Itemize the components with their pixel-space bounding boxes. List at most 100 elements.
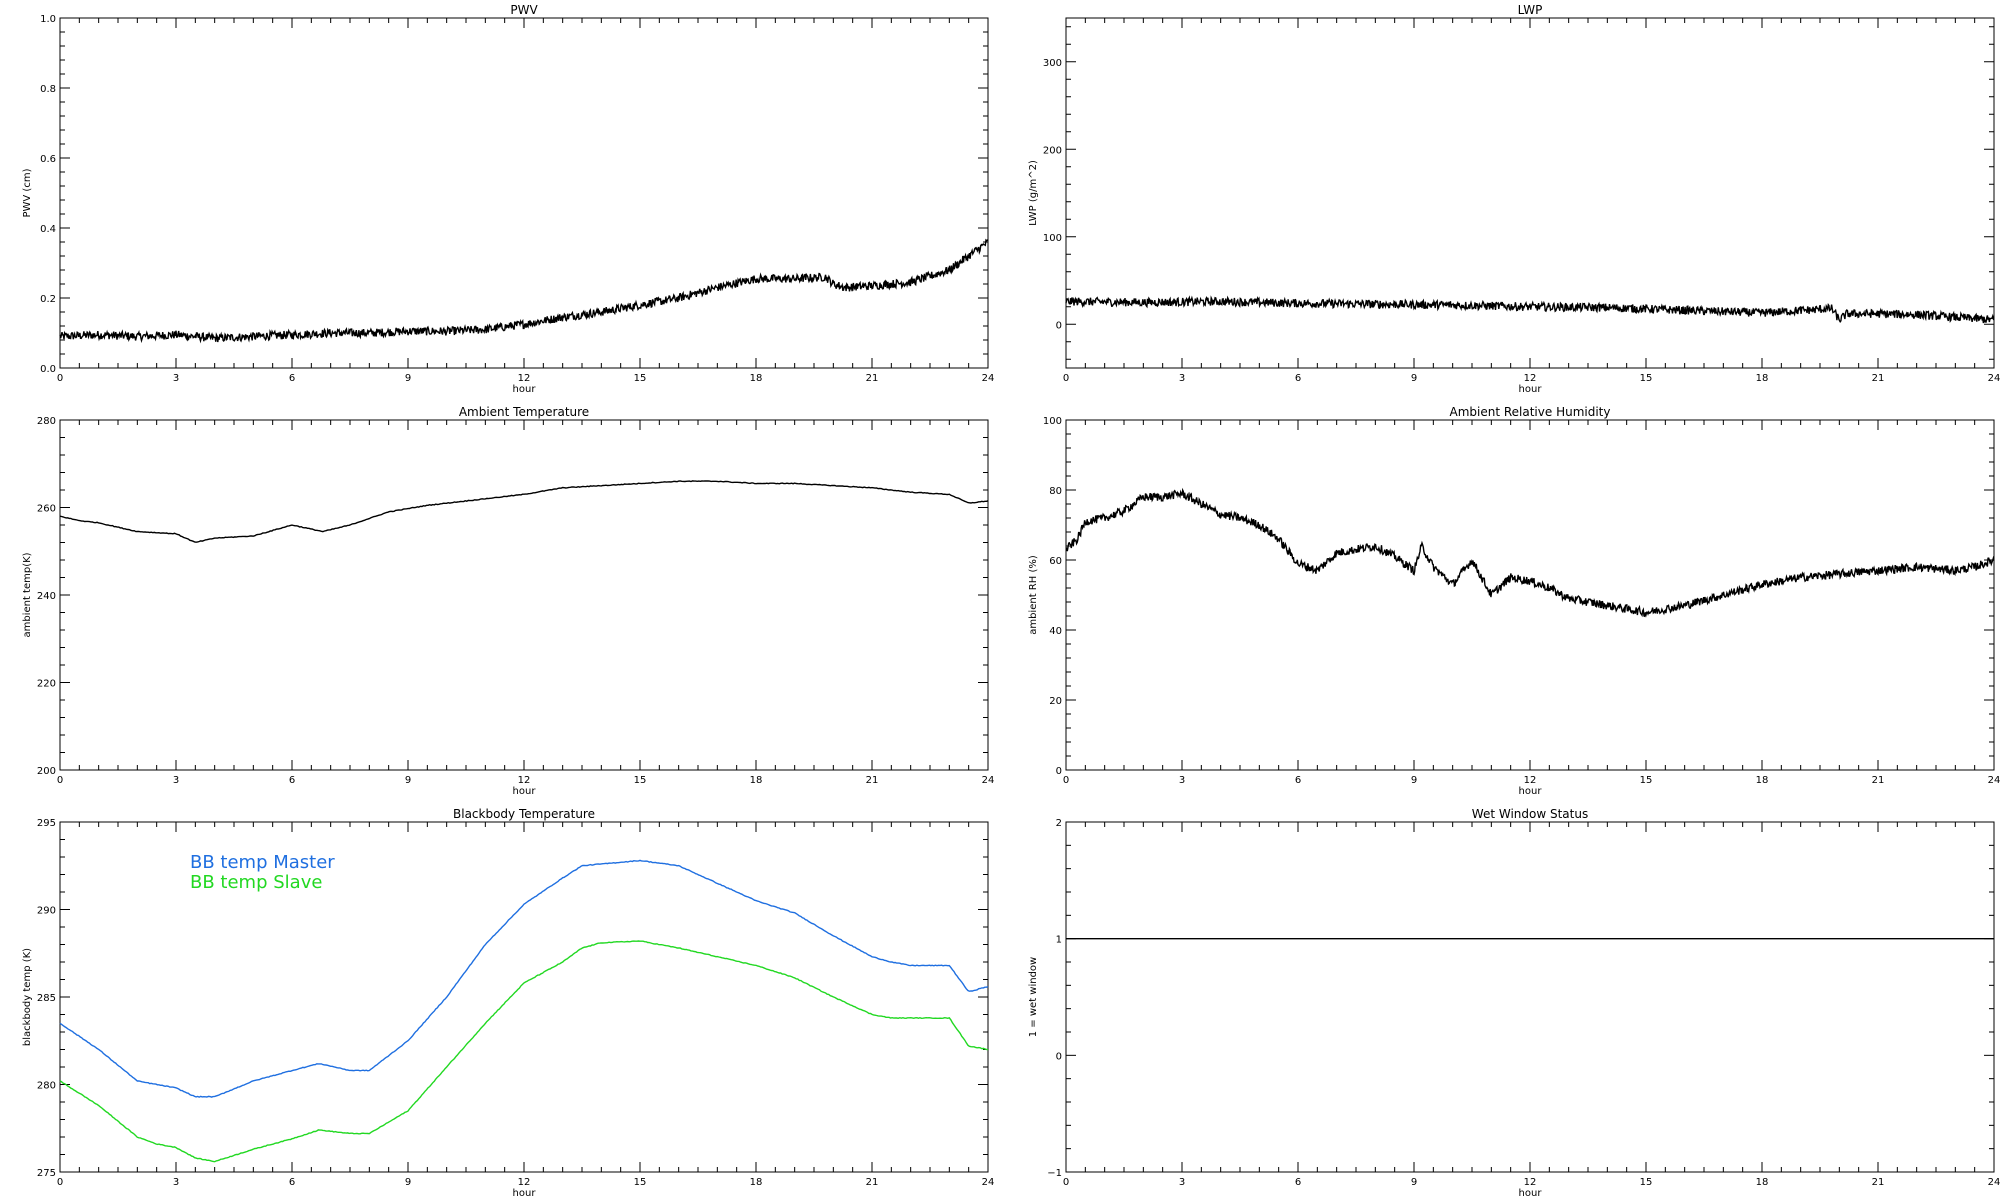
x-tick-label: 21 xyxy=(866,373,879,384)
x-axis-label: hour xyxy=(1519,786,1543,797)
x-tick-label: 6 xyxy=(289,775,295,786)
x-tick-label: 0 xyxy=(1063,775,1069,786)
x-tick-label: 9 xyxy=(1411,373,1417,384)
y-tick-label: 20 xyxy=(1049,696,1062,707)
panel-pwv: PWV 0 3 6 9 12 15 18 21 24 0.0 0.2 0.4 0.6 0.8 1.0 hour P… xyxy=(22,3,994,395)
plot-frame xyxy=(1065,821,1995,1173)
y-tick-label: 295 xyxy=(37,818,56,829)
x-tick-label: 3 xyxy=(173,1177,179,1188)
y-axis-label: 1 = wet window xyxy=(1028,957,1039,1037)
plot-frame xyxy=(59,17,989,369)
plot-frame xyxy=(59,419,989,771)
y-tick-label: 0.0 xyxy=(40,364,56,375)
series-line-pwv xyxy=(59,238,989,344)
y-tick-label: 1.0 xyxy=(40,14,56,25)
y-tick-label: 1 xyxy=(1056,935,1062,946)
y-axis-label: blackbody temp (K) xyxy=(22,948,33,1046)
x-tick-label: 12 xyxy=(518,373,531,384)
x-tick-label: 15 xyxy=(1640,1177,1653,1188)
y-tick-label: 0.4 xyxy=(40,224,56,235)
panel-blackbody-temp: Blackbody Temperature 0 3 6 9 12 15 18 21 24 275 28… xyxy=(22,807,994,1199)
y-tick-label: 0 xyxy=(1056,320,1062,331)
y-tick-label: 300 xyxy=(1043,58,1062,69)
x-tick-label: 6 xyxy=(1295,1177,1301,1188)
x-axis-label: hour xyxy=(513,786,537,797)
legend-entry: BB temp Master xyxy=(190,852,335,873)
x-tick-label: 21 xyxy=(1872,1177,1885,1188)
series-line-ambient-rh xyxy=(1065,487,1995,618)
x-tick-label: 9 xyxy=(405,775,411,786)
y-axis-label: LWP (g/m^2) xyxy=(1028,160,1039,226)
x-tick-label: 21 xyxy=(1872,373,1885,384)
chart-title: Wet Window Status xyxy=(1472,807,1588,821)
y-axis-label: ambient temp(K) xyxy=(22,552,33,637)
y-tick-label: 280 xyxy=(37,416,56,427)
x-tick-label: 24 xyxy=(1988,775,2000,786)
x-tick-label: 12 xyxy=(518,1177,531,1188)
x-tick-label: 3 xyxy=(173,775,179,786)
y-tick-label: 280 xyxy=(37,1081,56,1092)
x-tick-label: 24 xyxy=(982,373,995,384)
y-tick-label: 240 xyxy=(37,591,56,602)
x-tick-label: 15 xyxy=(1640,373,1653,384)
x-tick-label: 15 xyxy=(634,775,647,786)
panel-ambient-rh: Ambient Relative Humidity 0 3 6 9 12 15 18 21 24 0… xyxy=(1028,405,2000,797)
y-tick-label: 60 xyxy=(1049,556,1062,567)
series-line-bb-temp-slave xyxy=(59,940,989,1163)
chart-title: Ambient Relative Humidity xyxy=(1450,405,1611,419)
x-tick-label: 6 xyxy=(289,373,295,384)
x-tick-label: 6 xyxy=(1295,373,1301,384)
x-tick-label: 0 xyxy=(57,1177,63,1188)
x-tick-label: 18 xyxy=(750,1177,763,1188)
y-tick-label: −1 xyxy=(1047,1168,1062,1179)
x-tick-label: 3 xyxy=(173,373,179,384)
y-tick-label: 2 xyxy=(1056,818,1062,829)
x-tick-label: 9 xyxy=(405,373,411,384)
y-axis-label: ambient RH (%) xyxy=(1028,555,1039,635)
chart-title: PWV xyxy=(510,3,538,17)
x-tick-label: 0 xyxy=(1063,1177,1069,1188)
x-tick-label: 21 xyxy=(1872,775,1885,786)
x-tick-label: 9 xyxy=(405,1177,411,1188)
x-axis-label: hour xyxy=(1519,384,1543,395)
chart-title: LWP xyxy=(1518,3,1543,17)
series-line-lwp xyxy=(1065,295,1995,324)
x-tick-label: 3 xyxy=(1179,373,1185,384)
x-axis-label: hour xyxy=(1519,1188,1543,1199)
y-tick-label: 0 xyxy=(1056,766,1062,777)
legend-entry: BB temp Slave xyxy=(190,872,322,893)
y-tick-label: 290 xyxy=(37,906,56,917)
x-tick-label: 15 xyxy=(1640,775,1653,786)
x-tick-label: 15 xyxy=(634,373,647,384)
x-tick-label: 18 xyxy=(1756,775,1769,786)
y-tick-label: 0.8 xyxy=(40,84,56,95)
panel-lwp: LWP 0 3 6 9 12 15 18 21 24 0 100 200 300 hour LWP (g/m^… xyxy=(1028,3,2000,395)
x-axis-label: hour xyxy=(513,1188,537,1199)
y-axis-label: PWV (cm) xyxy=(22,168,33,217)
x-tick-label: 24 xyxy=(982,775,995,786)
x-tick-label: 0 xyxy=(57,775,63,786)
x-tick-label: 24 xyxy=(982,1177,995,1188)
x-tick-label: 15 xyxy=(634,1177,647,1188)
x-tick-label: 21 xyxy=(866,775,879,786)
x-tick-label: 24 xyxy=(1988,373,2000,384)
x-tick-label: 9 xyxy=(1411,775,1417,786)
y-tick-label: 200 xyxy=(1043,145,1062,156)
y-tick-label: 0.6 xyxy=(40,154,56,165)
x-tick-label: 3 xyxy=(1179,1177,1185,1188)
plot-frame xyxy=(1065,419,1995,771)
y-tick-label: 220 xyxy=(37,679,56,690)
x-tick-label: 9 xyxy=(1411,1177,1417,1188)
x-axis-label: hour xyxy=(513,384,537,395)
series-line-ambient-temp xyxy=(59,480,989,543)
y-tick-label: 260 xyxy=(37,504,56,515)
x-tick-label: 0 xyxy=(57,373,63,384)
series-line-bb-temp-master xyxy=(59,859,989,1098)
y-tick-label: 0 xyxy=(1056,1051,1062,1062)
x-tick-label: 18 xyxy=(750,775,763,786)
chart-title: Blackbody Temperature xyxy=(453,807,595,821)
x-tick-label: 12 xyxy=(518,775,531,786)
y-tick-label: 275 xyxy=(37,1168,56,1179)
x-tick-label: 12 xyxy=(1524,1177,1537,1188)
